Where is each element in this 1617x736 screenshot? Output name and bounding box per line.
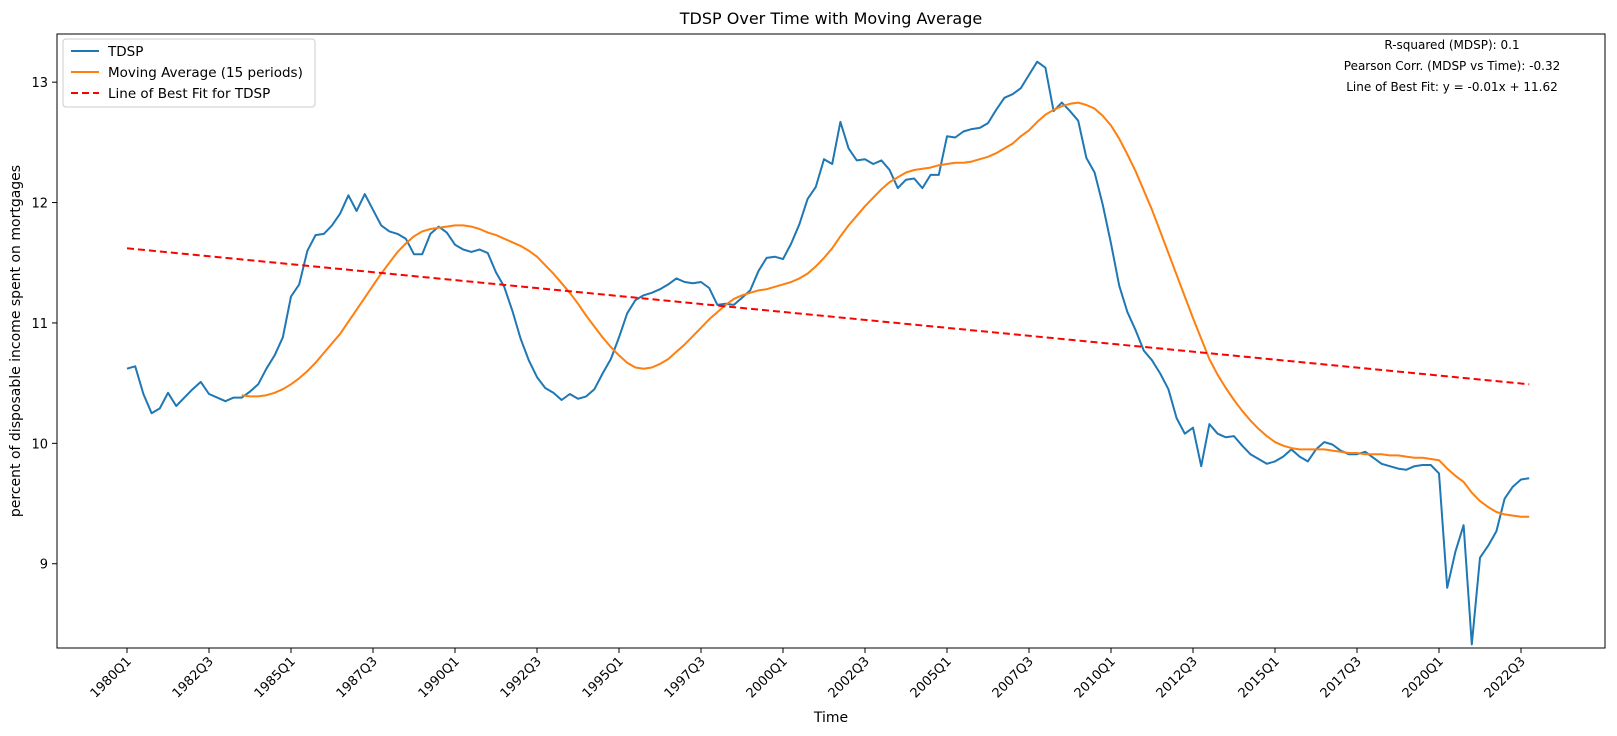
x-tick-label: 1987Q3 [334, 654, 381, 701]
x-tick-label: 2000Q1 [744, 654, 791, 701]
x-tick-label: 1982Q3 [170, 654, 217, 701]
annotation-r-squared: R-squared (MDSP): 0.1 [1384, 38, 1519, 52]
x-tick-label: 1995Q1 [580, 654, 627, 701]
chart-title: TDSP Over Time with Moving Average [679, 9, 982, 28]
series-line-0 [126, 60, 1530, 646]
x-tick-label: 1990Q1 [416, 654, 463, 701]
legend: TDSP Moving Average (15 periods) Line of… [62, 38, 316, 108]
x-tick-label: 2007Q3 [990, 654, 1037, 701]
x-tick-label: 2005Q1 [908, 654, 955, 701]
legend-label-tdsp: TDSP [107, 44, 143, 60]
x-tick-label: 2010Q1 [1072, 654, 1119, 701]
series-line-2 [126, 247, 1530, 386]
x-tick-label: 1992Q3 [498, 654, 545, 701]
x-axis: 1980Q1 1982Q3 1985Q1 1987Q3 1990Q1 1992Q3 1995… [88, 648, 1529, 701]
x-tick-label: 2012Q3 [1154, 654, 1201, 701]
legend-label-best-fit: Line of Best Fit for TDSP [108, 86, 270, 102]
series-layer [126, 60, 1530, 646]
x-axis-label: Time [813, 710, 848, 726]
x-tick-label: 1985Q1 [252, 654, 299, 701]
y-axis-label: percent of disposable income spent on mo… [8, 165, 24, 517]
annotations: R-squared (MDSP): 0.1 Pearson Corr. (MDS… [1344, 38, 1560, 94]
x-tick-label: 2002Q3 [826, 654, 873, 701]
x-tick-label: 2017Q3 [1318, 654, 1365, 701]
x-tick-label: 2020Q1 [1400, 654, 1447, 701]
annotation-pearson: Pearson Corr. (MDSP vs Time): -0.32 [1344, 59, 1560, 73]
x-tick-label: 1997Q3 [662, 654, 709, 701]
legend-label-moving-average: Moving Average (15 periods) [108, 65, 303, 81]
annotation-best-fit: Line of Best Fit: y = -0.01x + 11.62 [1346, 80, 1558, 94]
plot-area [56, 33, 1606, 649]
x-tick-label: 2015Q1 [1236, 654, 1283, 701]
x-tick-label: 2022Q3 [1482, 654, 1529, 701]
y-tick-label: 9 [40, 558, 48, 573]
y-tick-label: 12 [31, 197, 48, 212]
legend-frame [62, 38, 316, 108]
y-tick-label: 10 [31, 437, 48, 452]
y-tick-label: 11 [31, 317, 48, 332]
y-axis: 9 10 11 12 13 [31, 76, 57, 573]
x-tick-label: 1980Q1 [88, 654, 135, 701]
series-line-1 [241, 101, 1530, 518]
y-tick-label: 13 [31, 76, 48, 91]
